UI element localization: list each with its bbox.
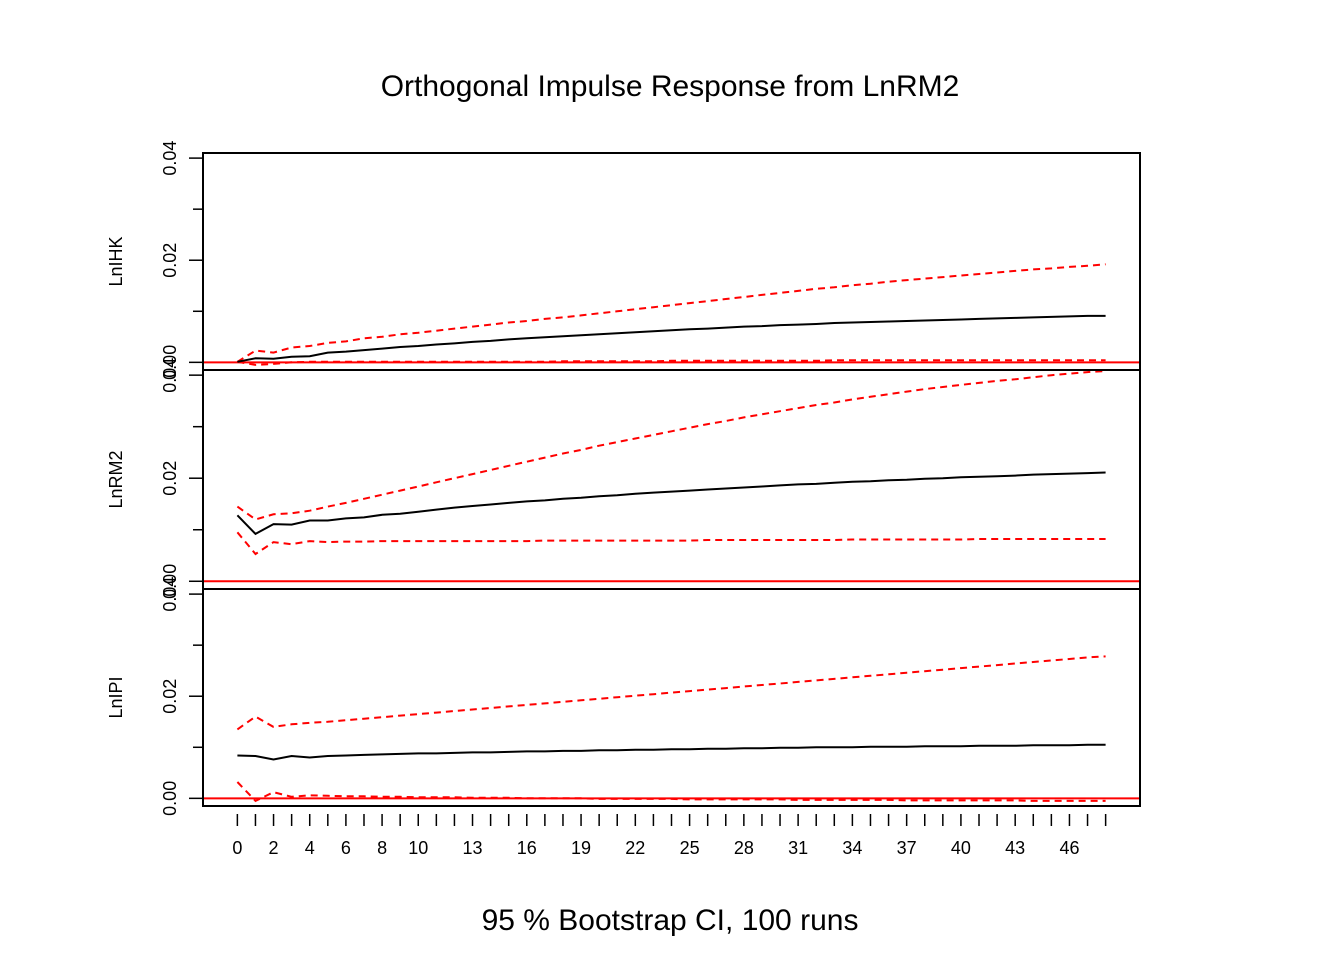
x-tick-label: 0: [232, 838, 242, 858]
x-tick-label: 43: [1005, 838, 1025, 858]
lower-ci-line: [237, 359, 1106, 366]
x-tick-label: 40: [951, 838, 971, 858]
x-tick-label: 2: [269, 838, 279, 858]
y-tick-label: 0.02: [160, 461, 180, 496]
x-axis-label: 95 % Bootstrap CI, 100 runs: [482, 904, 859, 937]
x-tick-label: 46: [1059, 838, 1079, 858]
y-tick-label: 0.02: [160, 679, 180, 714]
panel-lnrm2: 0.00 0.02 0.04 LnRM2: [106, 358, 1141, 599]
x-tick-label: 28: [734, 838, 754, 858]
x-axis: 0 2 4 6 8 10 13 16 19 22 25 28 31 34 37 40 43 46: [232, 814, 1107, 858]
x-tick-label: 16: [517, 838, 537, 858]
response-line: [237, 314, 1106, 363]
x-tick-label: 6: [341, 838, 351, 858]
panels: 0.000.020.04LnIHK0.000.020.04LnRM20.000.…: [106, 141, 1141, 816]
x-tick-label: 34: [842, 838, 862, 858]
y-tick-label: 0.04: [160, 577, 180, 612]
panel-lnihk: 0.00 0.02 0.04 LnIHK: [106, 141, 1141, 380]
panel-frame: [202, 369, 1141, 590]
y-tick-label: 0.00: [160, 345, 180, 380]
x-tick-label: 4: [305, 838, 315, 858]
x-tick-label: 37: [897, 838, 917, 858]
y-tick-label: 0.00: [160, 781, 180, 816]
x-tick-label: 13: [463, 838, 483, 858]
panel-frame: [202, 152, 1141, 371]
panel-frame: [202, 588, 1141, 807]
lower-ci-line: [236, 531, 1106, 556]
panel-ylabel: LnIPI: [106, 676, 126, 718]
response-line: [236, 471, 1106, 536]
panel-ylabel: LnRM2: [106, 450, 126, 508]
upper-ci-line: [236, 655, 1106, 731]
upper-ci-line: [236, 263, 1106, 363]
x-tick-label: 10: [408, 838, 428, 858]
x-tick-label: 8: [377, 838, 387, 858]
y-tick-label: 0.02: [160, 243, 180, 278]
panel-lnipi: 0.00 0.02 0.04 LnIPI: [106, 577, 1141, 816]
x-tick-label: 31: [788, 838, 808, 858]
panel-ylabel: LnIHK: [106, 236, 126, 286]
lower-ci-line: [236, 781, 1106, 803]
upper-ci-line: [236, 370, 1106, 521]
y-tick-label: 0.04: [160, 358, 180, 393]
y-tick-label: 0.04: [160, 141, 180, 176]
y-tick-label: 0.00: [160, 564, 180, 599]
x-tick-label: 25: [680, 838, 700, 858]
x-tick-label: 22: [625, 838, 645, 858]
chart-title: Orthogonal Impulse Response from LnRM2: [381, 70, 960, 103]
response-line: [237, 743, 1106, 761]
x-tick-label: 19: [571, 838, 591, 858]
